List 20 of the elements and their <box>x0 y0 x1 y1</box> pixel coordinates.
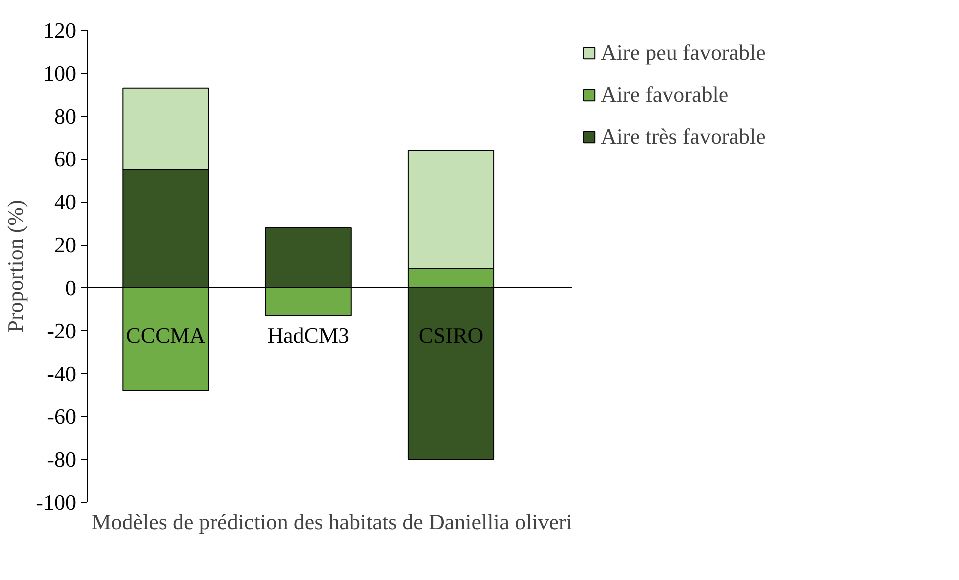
y-tick-label: 20 <box>54 232 76 258</box>
y-tick-label: 120 <box>44 18 76 43</box>
y-tick-label: 40 <box>54 190 76 215</box>
y-tick-label: -40 <box>47 361 76 386</box>
y-tick-label: 80 <box>54 104 76 129</box>
legend-label: Aire favorable <box>601 82 729 108</box>
y-tick-label: -60 <box>47 404 76 430</box>
x-tick-label: CSIRO <box>418 322 484 348</box>
y-tick-label: -20 <box>47 318 76 344</box>
legend-label: Aire peu favorable <box>601 40 766 66</box>
x-tick-label: CCCMA <box>126 322 206 348</box>
y-tick-label: -100 <box>36 490 76 515</box>
y-tick-label: 100 <box>44 60 76 86</box>
legend-label: Aire très favorable <box>601 124 766 150</box>
y-tick-label: -80 <box>47 447 76 472</box>
y-tick-label: 60 <box>54 146 76 172</box>
x-tick-label: HadCM3 <box>268 322 350 348</box>
y-axis-title: Proportion (%) <box>3 200 28 333</box>
x-axis-title: Modèles de prédiction des habitats de Daniellia oliveri <box>92 510 573 534</box>
y-tick-label: 0 <box>66 275 76 300</box>
